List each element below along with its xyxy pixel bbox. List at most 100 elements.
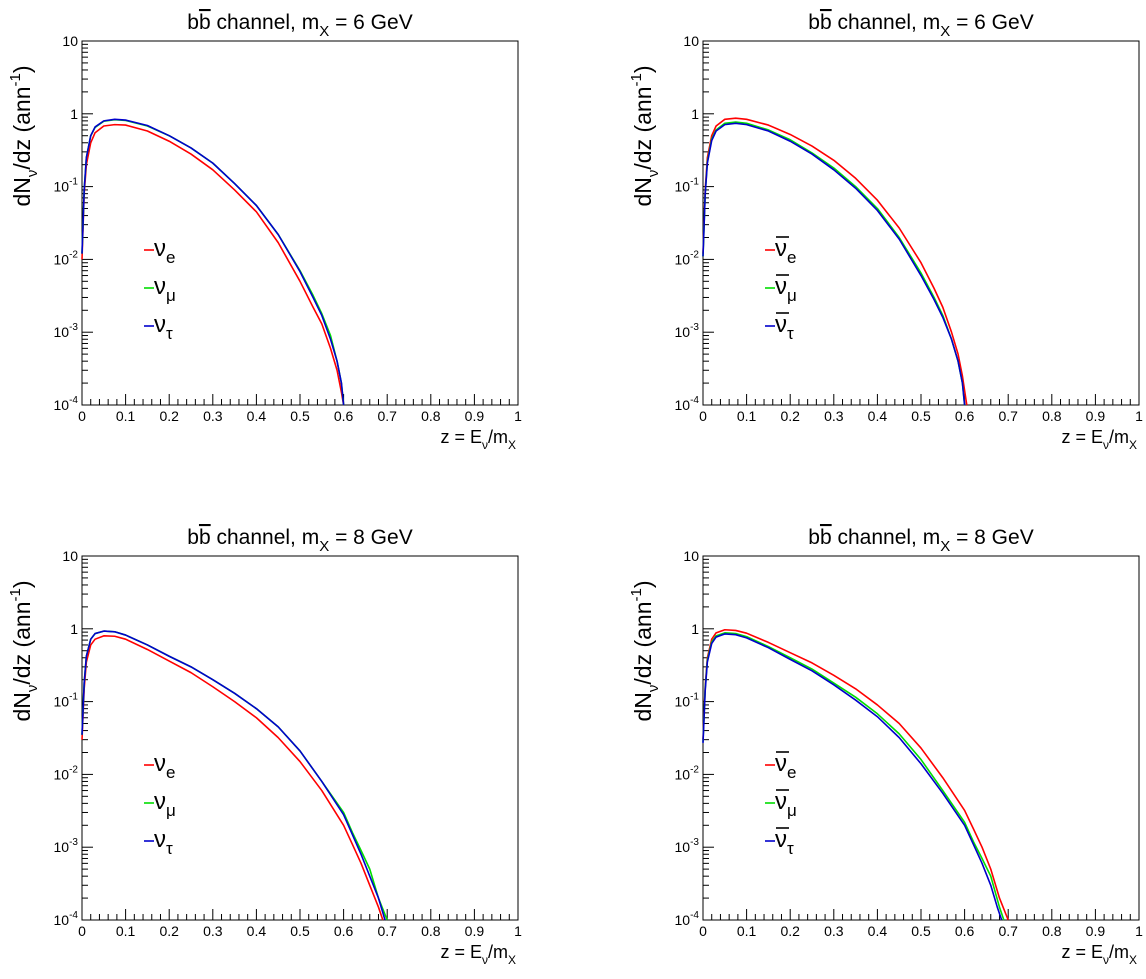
x-tick-label: 0.4: [868, 923, 888, 939]
y-tick-label: 10-1: [675, 692, 700, 710]
y-tick-label: 10-3: [54, 322, 79, 340]
y-tick-label: 1: [70, 621, 78, 637]
series-line-1: [702, 632, 1005, 921]
x-tick-label: 0.6: [334, 408, 354, 424]
legend-entry: νμ: [775, 788, 797, 820]
chart-panel-top-left: bb channel, mX = 6 GeV dNν/dz (ann-1) z = …: [7, 11, 522, 452]
y-tick-label: 10-1: [54, 692, 79, 710]
y-tick-label: 10-3: [675, 837, 700, 855]
y-axis-label: dNν/dz (ann-1): [628, 65, 662, 206]
x-tick-label: 0.5: [290, 408, 310, 424]
legend-entry: νe: [154, 750, 175, 782]
x-tick-label: 0: [78, 408, 86, 424]
series-line-0: [702, 117, 968, 406]
x-tick-label: 0.7: [377, 923, 397, 939]
y-tick-label: 10-2: [54, 249, 79, 267]
series-line-2: [81, 118, 345, 406]
x-axis-label: z = Eν/mX: [1061, 427, 1137, 452]
legend-entry: νe: [775, 235, 796, 267]
x-tick-label: 0.3: [824, 408, 844, 424]
x-tick-label: 0.1: [116, 923, 136, 939]
y-tick-label: 10-3: [675, 322, 700, 340]
x-tick-label: 0.6: [334, 923, 354, 939]
x-tick-label: 0.8: [421, 923, 441, 939]
x-tick-label: 0.6: [955, 408, 975, 424]
x-tick-label: 0.8: [1042, 408, 1062, 424]
legend-entry: ντ: [775, 826, 794, 858]
y-axis-label: dNν/dz (ann-1): [7, 65, 41, 206]
y-tick-label: 1: [70, 106, 78, 122]
x-tick-label: 0.6: [955, 923, 975, 939]
series-line-0: [702, 628, 1009, 921]
x-axis-label: z = Eν/mX: [440, 427, 516, 452]
series-line-1: [81, 630, 388, 921]
chart-title: bb channel, mX = 6 GeV: [187, 11, 412, 40]
y-tick-label: 10-4: [54, 395, 79, 413]
y-tick-label: 10-2: [675, 249, 700, 267]
y-tick-label: 10: [683, 33, 699, 49]
x-tick-label: 0.4: [868, 408, 888, 424]
x-tick-label: 0.8: [1042, 923, 1062, 939]
y-tick-label: 10: [62, 548, 78, 564]
chart-title: bb channel, mX = 6 GeV: [808, 11, 1033, 40]
x-tick-label: 0.3: [203, 923, 223, 939]
x-tick-label: 0.1: [116, 408, 136, 424]
x-tick-label: 0.9: [465, 408, 485, 424]
x-tick-label: 0.2: [780, 923, 800, 939]
x-tick-label: 0.2: [780, 408, 800, 424]
legend-entry: νe: [154, 235, 175, 267]
x-tick-label: 0.9: [465, 923, 485, 939]
legend-entry: νμ: [154, 273, 176, 305]
y-tick-label: 10-2: [54, 764, 79, 782]
x-tick-label: 0.9: [1086, 923, 1106, 939]
chart-title: bb channel, mX = 8 GeV: [187, 526, 412, 555]
y-axis-label: dNν/dz (ann-1): [7, 580, 41, 721]
x-tick-label: 0.1: [737, 923, 757, 939]
chart-title: bb channel, mX = 8 GeV: [808, 526, 1033, 555]
x-tick-label: 0.9: [1086, 408, 1106, 424]
legend-entry: νe: [775, 750, 796, 782]
x-tick-label: 0.5: [911, 923, 931, 939]
x-tick-label: 0.4: [247, 923, 267, 939]
x-tick-label: 0.5: [290, 923, 310, 939]
y-tick-label: 10-1: [54, 177, 79, 195]
y-tick-label: 10-2: [675, 764, 700, 782]
x-tick-label: 0: [699, 408, 707, 424]
legend-entry: ντ: [154, 311, 173, 343]
x-tick-label: 0.3: [824, 923, 844, 939]
x-tick-label: 0.7: [377, 408, 397, 424]
y-tick-label: 10: [62, 33, 78, 49]
x-tick-label: 0: [699, 923, 707, 939]
y-tick-label: 10-4: [54, 910, 79, 928]
series-line-0: [81, 635, 384, 921]
y-tick-label: 10: [683, 548, 699, 564]
x-tick-label: 0.4: [247, 408, 267, 424]
plot-frame: [702, 555, 1140, 921]
y-tick-label: 10-4: [675, 395, 700, 413]
y-axis-label: dNν/dz (ann-1): [628, 580, 662, 721]
x-tick-label: 0: [78, 923, 86, 939]
x-tick-label: 1: [1135, 408, 1143, 424]
x-tick-label: 0.7: [998, 408, 1018, 424]
x-tick-label: 0.8: [421, 408, 441, 424]
x-axis-label: z = Eν/mX: [440, 942, 516, 967]
y-tick-label: 1: [691, 106, 699, 122]
plot-frame: [81, 40, 519, 406]
x-tick-label: 1: [514, 408, 522, 424]
legend-entry: νμ: [775, 273, 797, 305]
y-tick-label: 1: [691, 621, 699, 637]
x-tick-label: 0.7: [998, 923, 1018, 939]
y-tick-label: 10-1: [675, 177, 700, 195]
x-tick-label: 0.5: [911, 408, 931, 424]
x-axis-label: z = Eν/mX: [1061, 942, 1137, 967]
x-tick-label: 0.2: [159, 923, 179, 939]
x-tick-label: 0.1: [737, 408, 757, 424]
series-line-2: [702, 122, 966, 406]
series-line-2: [702, 633, 1003, 921]
y-tick-label: 10-4: [675, 910, 700, 928]
chart-panel-bottom-right: bb channel, mX = 8 GeV dNν/dz (ann-1) z = …: [628, 526, 1143, 967]
series-line-0: [81, 123, 345, 406]
plot-frame: [702, 40, 1140, 406]
chart-panel-bottom-left: bb channel, mX = 8 GeV dNν/dz (ann-1) z = …: [7, 526, 522, 967]
